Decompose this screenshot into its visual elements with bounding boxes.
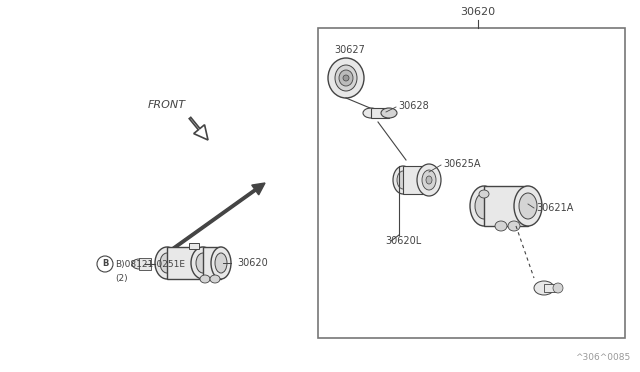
Ellipse shape: [155, 247, 179, 279]
Text: 30620: 30620: [460, 7, 495, 17]
Ellipse shape: [335, 65, 357, 91]
Text: 30625A: 30625A: [443, 159, 481, 169]
Bar: [167, 247, 203, 279]
Ellipse shape: [422, 170, 436, 190]
Ellipse shape: [381, 108, 397, 118]
Ellipse shape: [363, 108, 379, 118]
Text: 30620L: 30620L: [385, 236, 421, 246]
Ellipse shape: [210, 275, 220, 283]
Text: FRONT: FRONT: [148, 100, 186, 110]
FancyArrow shape: [159, 183, 265, 259]
Text: B: B: [102, 260, 108, 269]
Bar: [403, 166, 423, 194]
Ellipse shape: [508, 221, 520, 231]
Ellipse shape: [519, 193, 537, 219]
Ellipse shape: [132, 259, 146, 269]
Text: ^306^0085: ^306^0085: [575, 353, 630, 362]
Ellipse shape: [397, 171, 409, 189]
Ellipse shape: [191, 247, 215, 279]
Text: 30628: 30628: [398, 101, 429, 111]
Ellipse shape: [196, 253, 210, 273]
Bar: [318, 28, 625, 338]
Ellipse shape: [475, 193, 493, 219]
Ellipse shape: [200, 275, 210, 283]
Ellipse shape: [417, 164, 441, 196]
Ellipse shape: [470, 186, 498, 226]
Text: (2): (2): [115, 273, 127, 282]
Bar: [203, 247, 221, 279]
Ellipse shape: [339, 70, 353, 86]
Bar: [189, 243, 199, 249]
Ellipse shape: [343, 75, 349, 81]
Bar: [139, 258, 151, 270]
Text: 30627: 30627: [334, 45, 365, 55]
Ellipse shape: [393, 166, 413, 194]
Ellipse shape: [514, 186, 542, 226]
Ellipse shape: [215, 253, 227, 273]
Ellipse shape: [426, 176, 432, 184]
Ellipse shape: [328, 58, 364, 98]
Ellipse shape: [553, 283, 563, 293]
Ellipse shape: [160, 253, 174, 273]
Text: 30620: 30620: [237, 258, 268, 268]
Bar: [371, 108, 389, 118]
Ellipse shape: [534, 281, 554, 295]
Ellipse shape: [211, 247, 231, 279]
Text: 30621A: 30621A: [536, 203, 573, 213]
Bar: [544, 284, 558, 292]
Ellipse shape: [479, 190, 489, 198]
Bar: [484, 186, 528, 226]
FancyArrow shape: [189, 118, 208, 140]
Text: B)08121-0251E: B)08121-0251E: [115, 260, 185, 269]
Ellipse shape: [495, 221, 507, 231]
